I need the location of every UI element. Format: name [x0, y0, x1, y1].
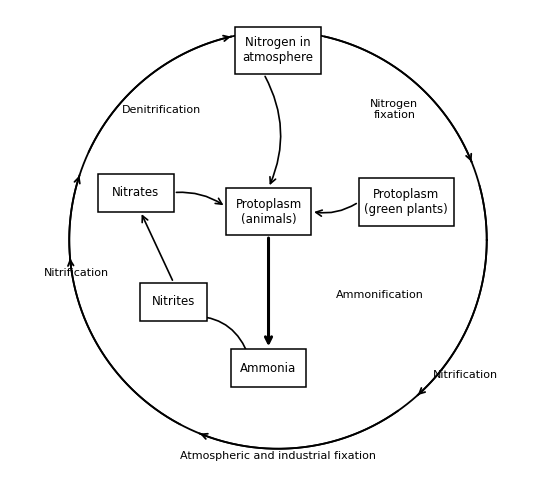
FancyBboxPatch shape	[141, 283, 207, 321]
FancyBboxPatch shape	[226, 188, 311, 235]
Text: Protoplasm
(animals): Protoplasm (animals)	[235, 198, 302, 226]
Text: Denitrification: Denitrification	[122, 105, 201, 115]
FancyBboxPatch shape	[235, 26, 321, 74]
FancyBboxPatch shape	[231, 349, 306, 387]
FancyBboxPatch shape	[359, 179, 454, 226]
Text: Atmospheric and industrial fixation: Atmospheric and industrial fixation	[180, 451, 376, 461]
Text: Nitrates: Nitrates	[112, 186, 159, 199]
Text: Nitrification: Nitrification	[44, 268, 109, 278]
FancyBboxPatch shape	[98, 174, 173, 212]
Text: Nitrites: Nitrites	[152, 295, 195, 308]
Text: Nitrification: Nitrification	[433, 370, 498, 380]
Text: Nitrogen in
atmosphere: Nitrogen in atmosphere	[242, 36, 314, 64]
Text: Protoplasm
(green plants): Protoplasm (green plants)	[364, 188, 448, 216]
Text: Ammonification: Ammonification	[336, 289, 424, 300]
Text: Nitrogen
fixation: Nitrogen fixation	[370, 99, 418, 120]
Text: Ammonia: Ammonia	[240, 361, 297, 374]
